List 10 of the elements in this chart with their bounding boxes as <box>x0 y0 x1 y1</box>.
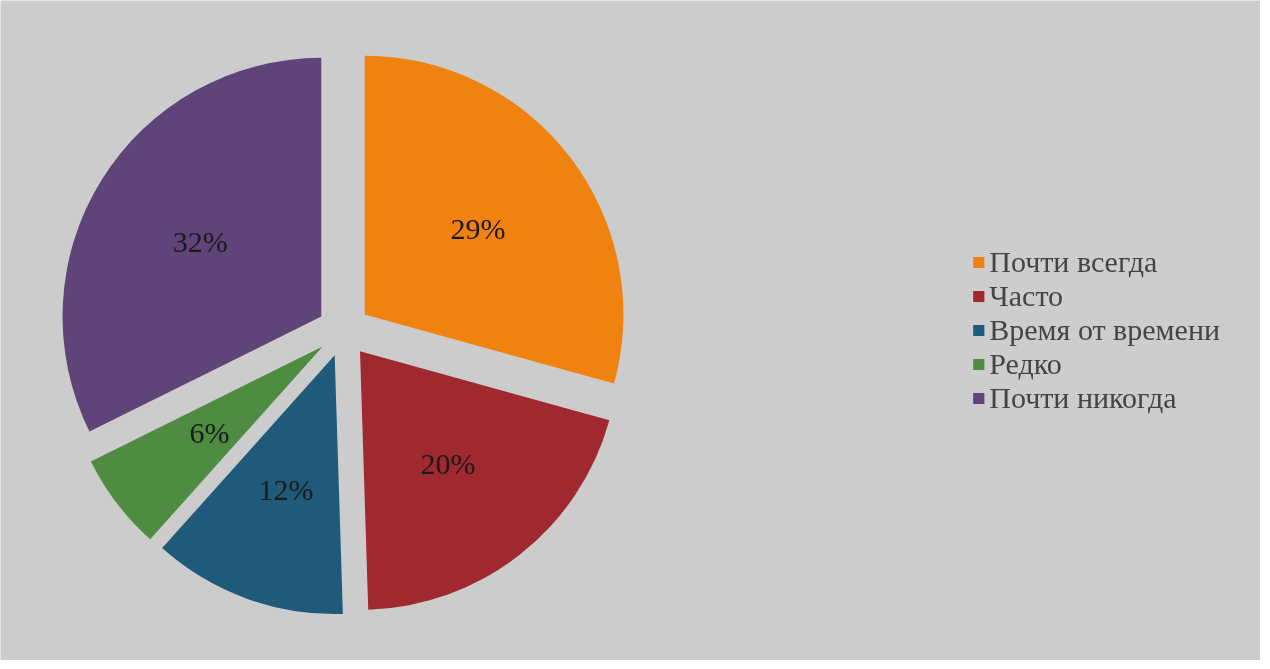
legend-label: Редко <box>989 347 1062 381</box>
legend-label: Часто <box>989 279 1064 313</box>
legend-label: Время от времени <box>989 313 1220 347</box>
legend-label: Почти всегда <box>989 245 1158 279</box>
data-label: 6% <box>189 416 230 450</box>
data-label: 20% <box>420 446 476 480</box>
data-label: 32% <box>172 225 228 259</box>
legend-label: Почти никогда <box>989 381 1177 415</box>
data-label: 12% <box>258 472 314 506</box>
data-label: 29% <box>450 211 506 245</box>
